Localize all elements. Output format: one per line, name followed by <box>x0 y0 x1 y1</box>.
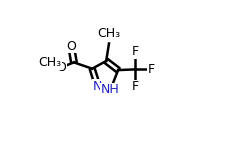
Text: F: F <box>131 45 139 58</box>
Text: CH₃: CH₃ <box>97 27 121 40</box>
Text: O: O <box>56 61 66 74</box>
Text: F: F <box>131 80 139 93</box>
Text: O: O <box>66 40 76 53</box>
Text: CH₃: CH₃ <box>38 56 62 69</box>
Text: NH: NH <box>101 83 120 96</box>
Text: N: N <box>93 80 102 93</box>
Text: F: F <box>148 63 155 76</box>
